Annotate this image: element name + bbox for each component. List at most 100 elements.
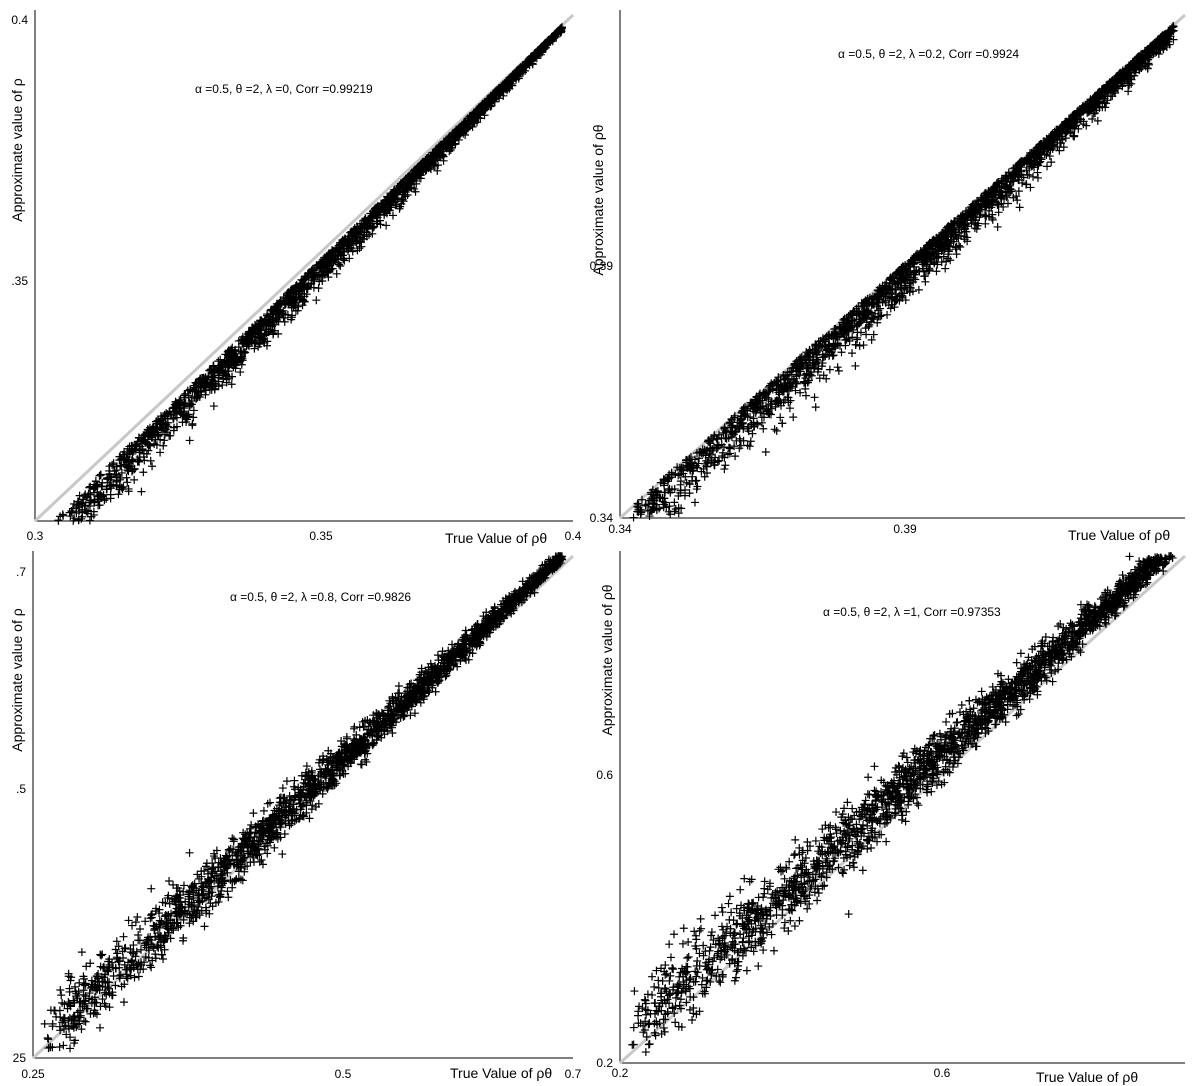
- data-point: [825, 365, 834, 374]
- data-point: [721, 461, 730, 470]
- data-point: [1055, 146, 1064, 155]
- data-point: [131, 918, 140, 927]
- data-point: [1033, 168, 1042, 177]
- correlation-annotation: α =0.5, θ =2, λ =0.2, Corr =0.9924: [838, 47, 1019, 61]
- data-point: [236, 368, 245, 377]
- data-point: [660, 488, 669, 497]
- data-point: [238, 876, 247, 885]
- data-point: [353, 246, 362, 255]
- data-point: [810, 393, 819, 402]
- data-point: [148, 462, 157, 471]
- data-point: [66, 512, 75, 521]
- subplot-1: 0.3 0.35 0.4.350.4α =0.5, θ =2, λ =0, Corr…: [9, 10, 582, 546]
- data-point: [188, 421, 197, 430]
- data-point: [95, 1023, 104, 1032]
- scatter-points: [54, 23, 566, 525]
- data-point: [54, 516, 63, 525]
- data-point: [692, 476, 701, 485]
- data-point: [75, 491, 84, 500]
- data-point: [57, 991, 66, 1000]
- data-point: [97, 951, 106, 960]
- data-point: [772, 426, 781, 435]
- data-point: [789, 413, 798, 422]
- y-axis-title: Approximate value of ρθ: [590, 124, 606, 275]
- data-point: [1043, 162, 1052, 171]
- data-point: [757, 418, 766, 427]
- data-point: [690, 498, 699, 507]
- data-point: [834, 366, 843, 375]
- data-point: [837, 348, 846, 357]
- data-point: [119, 932, 128, 941]
- data-point: [189, 406, 198, 415]
- data-point: [185, 436, 194, 445]
- data-point: [332, 269, 341, 278]
- data-point: [883, 310, 892, 319]
- x-axis-title: True Value of ρθ: [1068, 527, 1170, 543]
- data-point: [720, 465, 729, 474]
- correlation-annotation: α =0.5, θ =2, λ =0, Corr =0.99219: [195, 82, 373, 96]
- data-point: [811, 403, 820, 412]
- x-axis-title: True Value of ρθ: [445, 530, 547, 546]
- data-point: [851, 361, 860, 370]
- data-point: [1045, 152, 1054, 161]
- data-point: [133, 912, 142, 921]
- scatter-points: [40, 552, 567, 1053]
- data-point: [941, 264, 950, 273]
- reference-line: [33, 13, 575, 523]
- data-point: [119, 998, 128, 1007]
- data-point: [761, 447, 770, 456]
- subplot-2: 0.34 0.390.340.39α =0.5, θ =2, λ =0.2, Co…: [590, 10, 1186, 543]
- data-point: [165, 876, 174, 885]
- data-point: [759, 424, 768, 433]
- data-point: [862, 330, 871, 339]
- y-tick-label: 0.4: [11, 13, 28, 27]
- data-point: [676, 480, 685, 489]
- data-point: [981, 219, 990, 228]
- data-point: [869, 330, 878, 339]
- data-point: [259, 806, 268, 815]
- y-axis-title: Approximate value of ρ: [9, 78, 25, 221]
- data-point: [867, 335, 876, 344]
- data-point: [833, 363, 842, 372]
- data-point: [106, 494, 115, 503]
- x-tick-label: 0.4: [565, 529, 582, 543]
- data-point: [382, 221, 391, 230]
- data-point: [745, 442, 754, 451]
- x-tick-label: 0.35: [309, 529, 333, 543]
- data-point: [785, 404, 794, 413]
- data-point: [134, 457, 143, 466]
- scatter-points: [629, 21, 1178, 522]
- data-point: [776, 413, 785, 422]
- data-point: [123, 478, 132, 487]
- data-point: [270, 843, 279, 852]
- x-tick-label: 0.39: [893, 522, 917, 536]
- subplot-3: 0.25 0.5 0.725.5.7α =0.5, θ =2, λ =0.8, Co…: [9, 551, 582, 1081]
- data-point: [851, 340, 860, 349]
- data-point: [130, 475, 139, 484]
- data-point: [85, 516, 94, 525]
- data-point: [914, 285, 923, 294]
- data-point: [81, 1017, 90, 1026]
- y-tick-label: 0.34: [590, 511, 614, 525]
- data-point: [82, 507, 91, 516]
- data-point: [224, 893, 233, 902]
- data-point: [1124, 87, 1133, 96]
- data-point: [1029, 172, 1038, 181]
- data-point: [388, 211, 397, 220]
- data-point: [859, 341, 868, 350]
- data-point: [932, 267, 941, 276]
- data-point: [312, 296, 321, 305]
- data-point: [724, 443, 733, 452]
- data-point: [302, 762, 311, 771]
- data-point: [670, 498, 679, 507]
- data-point: [629, 513, 638, 522]
- data-point: [137, 487, 146, 496]
- data-point: [848, 349, 857, 358]
- data-point: [981, 211, 990, 220]
- data-point: [288, 311, 297, 320]
- data-point: [778, 419, 787, 428]
- data-point: [1047, 158, 1056, 167]
- data-point: [139, 468, 148, 477]
- data-point: [1015, 203, 1024, 212]
